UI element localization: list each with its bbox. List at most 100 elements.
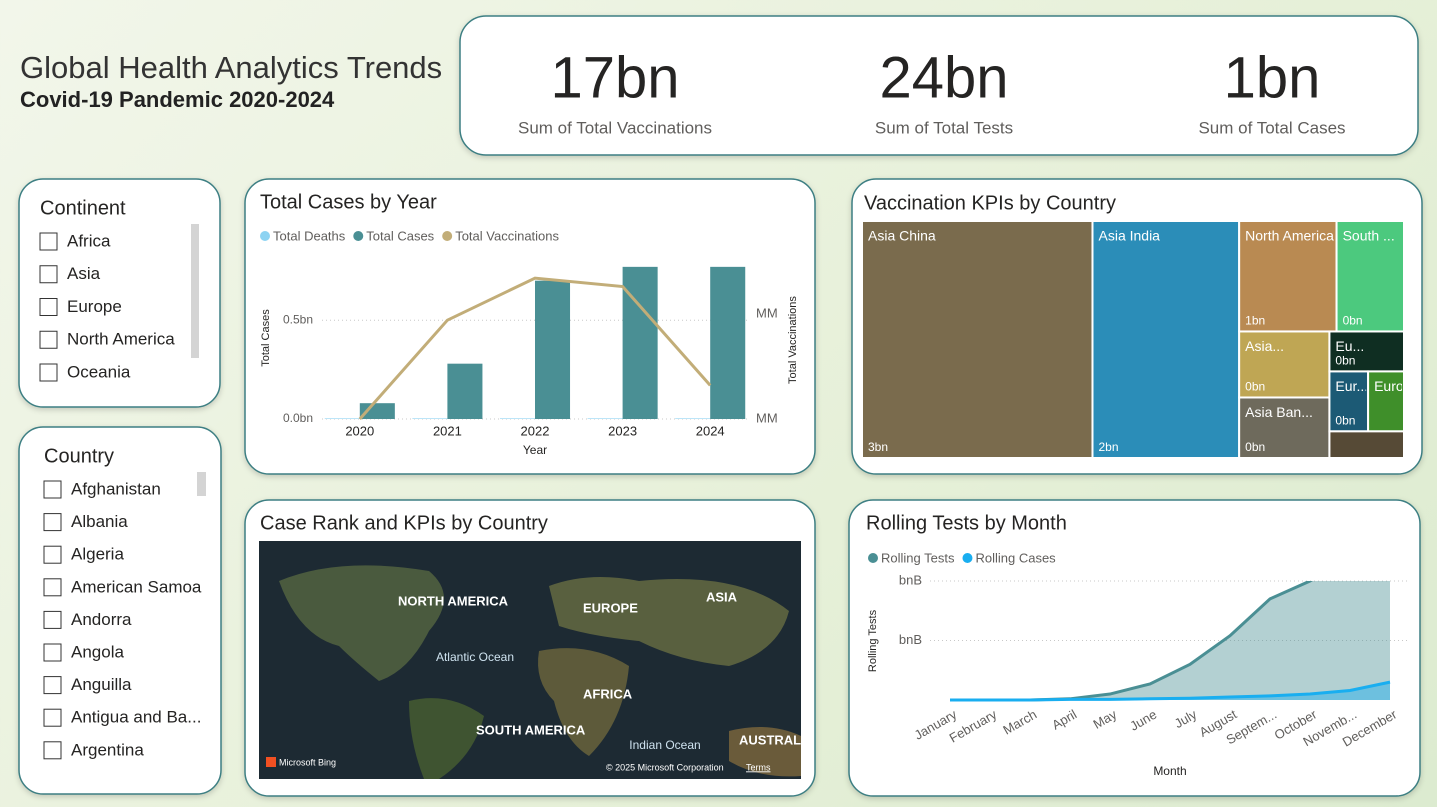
bar [499, 418, 535, 419]
continent-slicer [18, 178, 221, 408]
checkbox[interactable] [43, 676, 62, 695]
tile-label-box: Asia India 2bn [1098, 228, 1160, 454]
tile-label: Asia India [1098, 228, 1160, 244]
cases-chart-panel [244, 178, 816, 475]
legend-label: Total Cases [366, 228, 434, 243]
y2-tick-label: MM [756, 305, 778, 320]
line [358, 276, 712, 420]
slicer-title: Continent [40, 197, 126, 219]
slicer-item[interactable]: Oceania [67, 362, 131, 381]
slicer-item[interactable]: Afghanistan [71, 479, 161, 498]
tile-value: 0bn [1335, 354, 1355, 368]
checkbox[interactable] [43, 643, 62, 662]
map-label: ASIA [706, 589, 738, 604]
treemap-tile[interactable] [1238, 330, 1331, 399]
checkbox[interactable] [43, 741, 62, 760]
checkbox[interactable] [39, 232, 58, 251]
x-tick-label: 2024 [696, 423, 725, 438]
slicer-item[interactable]: North America [67, 330, 175, 349]
treemap-tile[interactable] [1091, 220, 1241, 459]
slicer-item[interactable]: Antigua and Ba... [71, 708, 201, 727]
bar [587, 418, 623, 419]
y-axis-label: Rolling Tests [867, 609, 879, 672]
tile-label: Asia China [868, 228, 936, 244]
kpi-label: Sum of Total Vaccinations [518, 118, 712, 137]
slicer-item[interactable]: Asia [67, 264, 101, 283]
checkbox[interactable] [43, 708, 62, 727]
y-tick-label: 0.0bn [283, 411, 313, 425]
y-tick-label: bnB [899, 632, 922, 647]
tile-label: South ... [1343, 228, 1395, 244]
bar [412, 418, 448, 419]
slicer-item[interactable]: Andorra [71, 610, 132, 629]
legend-marker [868, 553, 878, 563]
scrollbar[interactable] [197, 472, 206, 496]
map-label: Atlantic Ocean [436, 650, 514, 664]
chart-title: Case Rank and KPIs by Country [260, 512, 548, 534]
checkbox[interactable] [39, 363, 58, 382]
slicer-item[interactable]: Albania [71, 512, 128, 531]
line [950, 680, 1391, 702]
tile-label-box: Asia China 3bn [868, 228, 936, 454]
checkbox[interactable] [39, 330, 58, 349]
x-tick-label: 2021 [433, 423, 462, 438]
map-terms[interactable]: Terms [746, 762, 771, 772]
checkbox[interactable] [43, 578, 62, 597]
checkbox[interactable] [43, 480, 62, 499]
y-tick-label: 0.5bn [283, 312, 313, 326]
treemap-tile[interactable] [1328, 370, 1370, 433]
scrollbar[interactable] [191, 224, 199, 358]
treemap-tile[interactable] [1328, 430, 1405, 460]
map-label: Indian Ocean [629, 738, 700, 752]
slicer-item[interactable]: American Samoa [71, 577, 202, 596]
map-land [538, 648, 629, 756]
map-label: EUROPE [583, 600, 638, 615]
tile-label: North America United St... [1245, 228, 1407, 244]
treemap-tile[interactable] [1335, 220, 1406, 333]
map-land [729, 727, 801, 777]
slicer-item[interactable]: Algeria [71, 545, 124, 564]
tile-label-box: North America United St... 1bn [1245, 228, 1407, 328]
legend-label: Rolling Tests [881, 550, 955, 565]
map-land [549, 577, 789, 666]
tile-label: Asia Ban... [1245, 404, 1313, 420]
slicer-item[interactable]: Argentina [71, 740, 144, 759]
kpi-panel [459, 15, 1419, 156]
checkbox[interactable] [39, 265, 58, 284]
bar [622, 266, 658, 419]
checkbox[interactable] [43, 610, 62, 629]
checkbox[interactable] [43, 513, 62, 532]
area-chart-panel [848, 499, 1421, 797]
legend-label: Rolling Cases [975, 550, 1056, 565]
tile-label-box: Europe ... [1374, 378, 1402, 394]
y-axis-label: Total Cases [260, 309, 272, 367]
x-tick-label: 2020 [345, 423, 374, 438]
legend-marker [260, 231, 270, 241]
kpi-value: 17bn [550, 45, 679, 110]
chart-title: Vaccination KPIs by Country [864, 192, 1116, 214]
slicer-item[interactable]: Anguilla [71, 675, 132, 694]
x-tick-label: 2022 [521, 423, 550, 438]
tile-value: 2bn [1098, 440, 1118, 454]
slicer-item[interactable]: Angola [71, 642, 124, 661]
bar [447, 363, 483, 419]
checkbox[interactable] [39, 298, 58, 316]
tile-value: 3bn [868, 440, 888, 454]
checkbox[interactable] [43, 545, 62, 564]
map-label: NORTH AMERICA [398, 593, 509, 608]
map-copyright: © 2025 Microsoft Corporation [606, 762, 724, 772]
legend-marker [962, 553, 973, 563]
tile-label: Eu... [1335, 338, 1364, 354]
treemap-tile[interactable] [1238, 396, 1331, 460]
treemap-tile[interactable] [861, 220, 1094, 459]
y2-axis-label: Total Vaccinations [787, 296, 799, 384]
slicer-item[interactable]: Africa [67, 231, 111, 250]
treemap-tile[interactable] [1367, 370, 1406, 433]
slicer-item[interactable]: Europe [67, 297, 122, 316]
treemap-tile[interactable] [1328, 330, 1405, 373]
map[interactable]: NORTH AMERICA EUROPE ASIA Atlantic Ocean AFR… [259, 541, 815, 779]
y2-tick-label: MM [756, 410, 778, 425]
tile-label-box: Eur... 0bn [1335, 378, 1366, 427]
map-land [409, 698, 484, 779]
